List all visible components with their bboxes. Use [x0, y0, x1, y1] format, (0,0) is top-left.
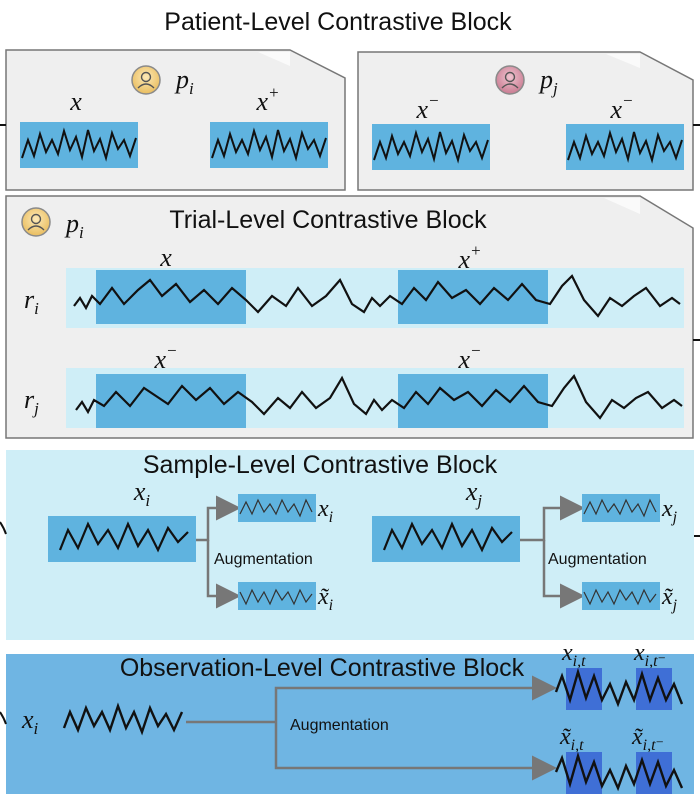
obs-input-label: xi [21, 705, 39, 738]
input-label-xj: xj [465, 477, 483, 510]
signal-wave [583, 498, 657, 518]
trial-wave [75, 373, 683, 420]
branch-arrow [274, 675, 557, 722]
output-label-xi-tilde: x̃i [317, 584, 333, 614]
x-label: x [159, 243, 172, 272]
signal-wave [21, 127, 137, 162]
input-label-xi: xi [133, 477, 151, 510]
obs-wave-top [554, 667, 684, 708]
augmentation-label: Augmentation [214, 551, 313, 568]
x-minus-label: x− [457, 341, 481, 374]
augmentation-label: Augmentation [548, 551, 647, 568]
signal-wave [58, 521, 189, 553]
x-plus-label: x+ [457, 241, 481, 274]
trial-block: pi Trial-Level Contrastive Block ri x x+… [5, 195, 700, 439]
sample-block-title: Sample-Level Contrastive Block [143, 451, 498, 479]
patient-icon-pi [131, 65, 161, 95]
signal-wave [239, 588, 313, 606]
observation-block: Observation-Level Contrastive Block xi A… [0, 640, 694, 794]
patient-icon-pj [495, 65, 525, 95]
x-plus-label: x+ [255, 83, 279, 116]
signal-wave [373, 129, 489, 164]
signal-wave [239, 498, 313, 518]
trial-wave [73, 274, 681, 318]
patient-block-title: Patient-Level Contrastive Block [164, 8, 512, 36]
signal-segment [238, 494, 316, 522]
signal-segment [96, 270, 246, 324]
output-label-xj: xj [661, 496, 678, 526]
patient-card-left: pi x x+ [0, 49, 346, 191]
trial-patient-label: pi [64, 209, 84, 242]
x-label: x [69, 87, 82, 116]
output-label-xi: xi [317, 496, 333, 526]
branch-arrow [542, 540, 585, 609]
signal-wave [382, 521, 513, 553]
obs-wave-bottom [554, 751, 684, 792]
patient-label-pj: pj [538, 65, 558, 98]
x-minus-label: x− [415, 91, 439, 124]
x-minus-label: x− [609, 91, 633, 124]
obs-label-x-it-minus: xi,t⁻ [633, 640, 666, 670]
obs-label-xt-it: x̃i,t [559, 724, 584, 754]
patient-card-right: pj x− x− [357, 51, 700, 191]
obs-label-xt-it-minus: x̃i,t⁻ [631, 724, 664, 754]
patient-icon-pi [21, 207, 51, 237]
signal-wave [211, 127, 327, 162]
observation-block-title: Observation-Level Contrastive Block [120, 654, 525, 682]
branch-arrow [520, 495, 585, 542]
signal-wave [583, 588, 657, 606]
trial-block-title: Trial-Level Contrastive Block [169, 206, 487, 234]
obs-label-x-it: xi,t [561, 640, 586, 670]
sample-block: Sample-Level Contrastive Block xi Augmen… [0, 450, 700, 640]
output-label-xj-tilde: x̃j [661, 584, 678, 614]
obs-input-wave [62, 702, 184, 736]
x-minus-label: x− [153, 341, 177, 374]
row-label-ri: ri [24, 285, 39, 318]
signal-segment [582, 494, 660, 522]
branch-arrow [196, 495, 241, 542]
branch-arrow [274, 722, 557, 781]
signal-wave [567, 129, 683, 164]
signal-segment [398, 374, 548, 428]
patient-label-pi: pi [174, 65, 194, 98]
augmentation-label: Augmentation [290, 717, 389, 734]
branch-arrow [206, 540, 241, 609]
row-label-rj: rj [24, 385, 39, 418]
